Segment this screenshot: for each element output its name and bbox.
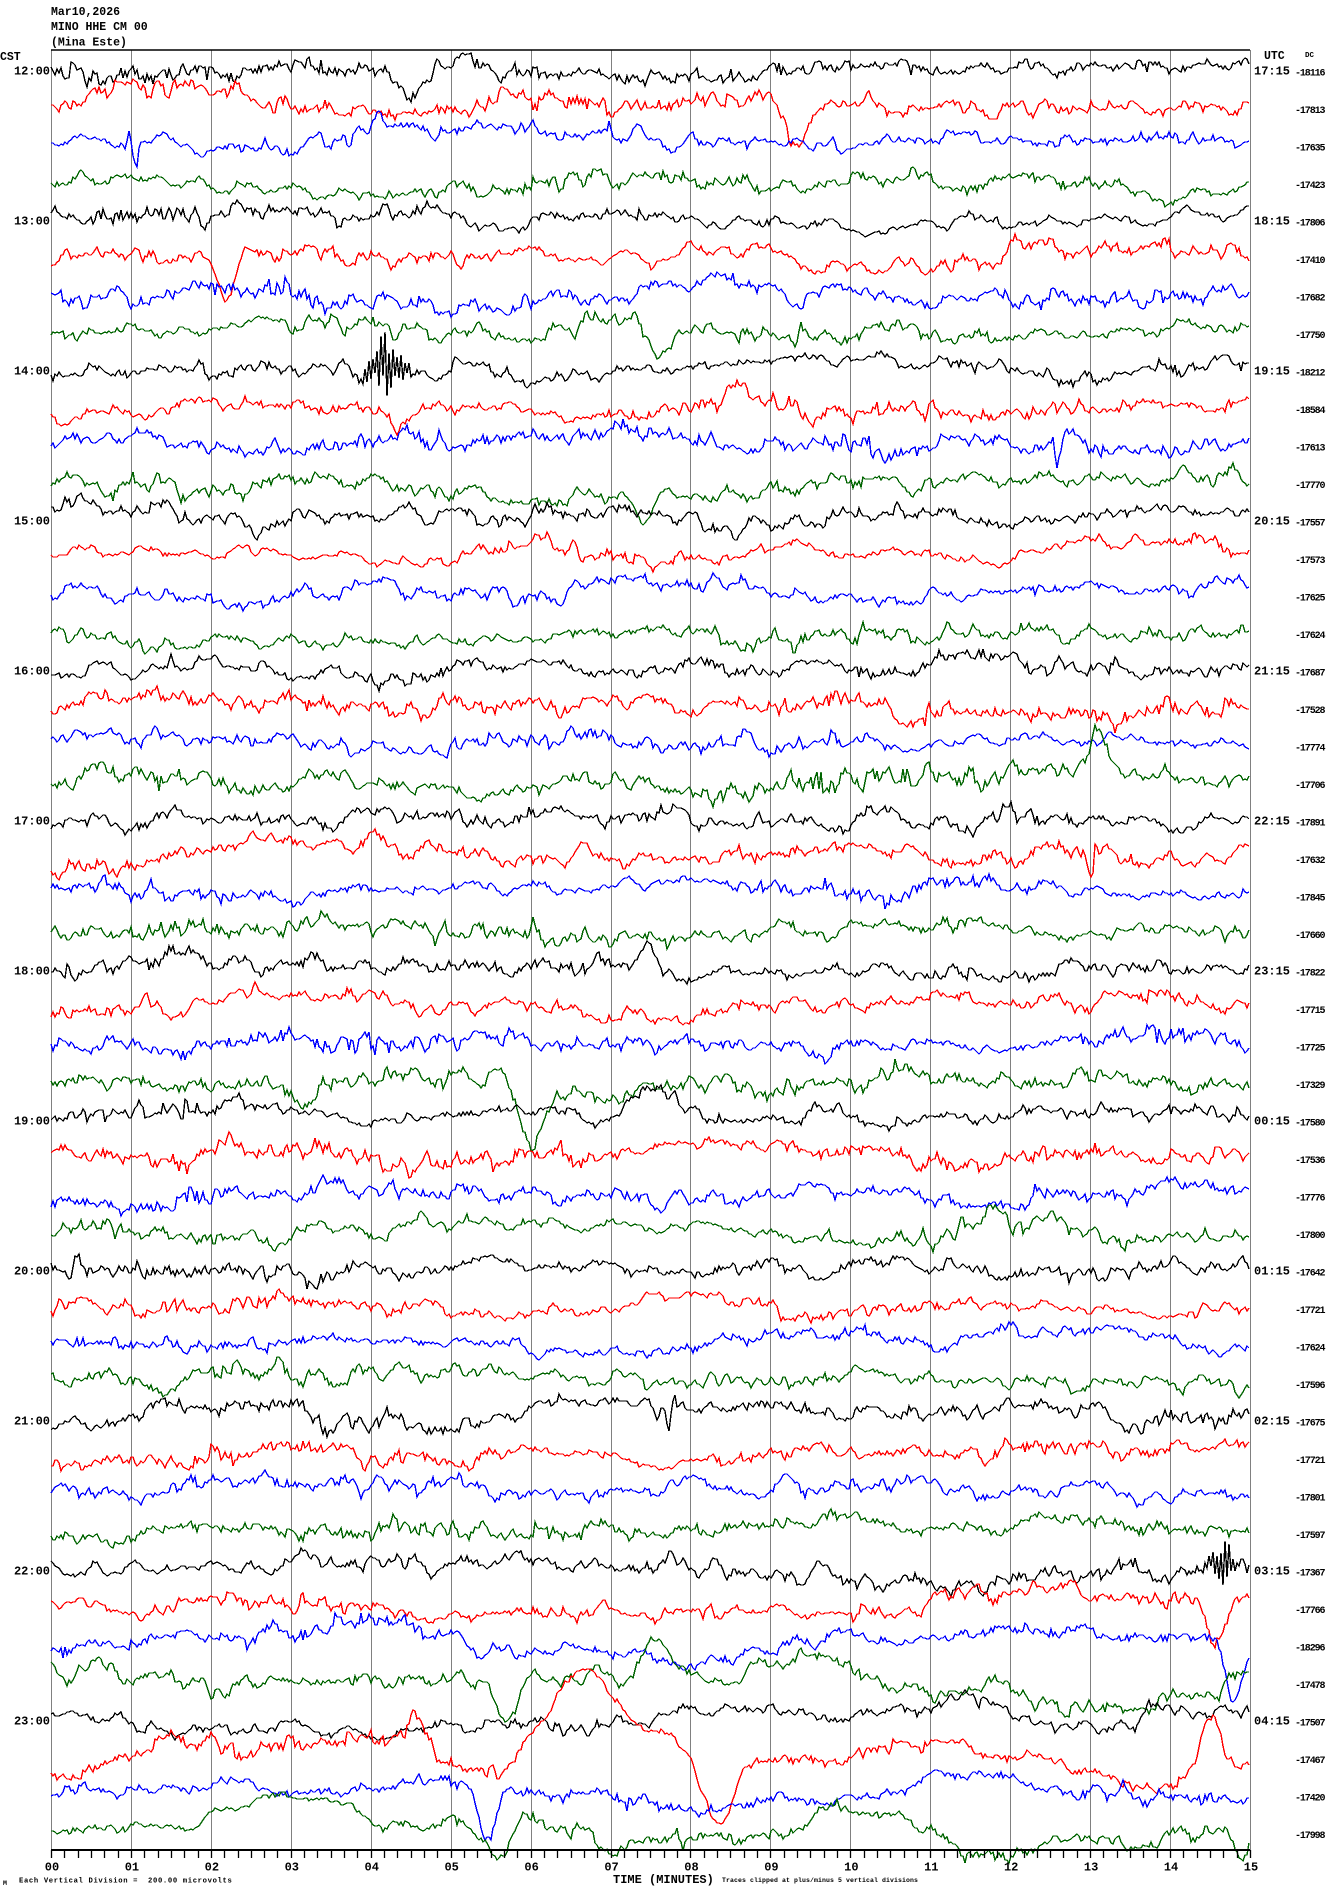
svg-text:01: 01 [125,1861,139,1875]
svg-text:-17770: -17770 [1295,481,1326,492]
svg-text:21:00: 21:00 [14,1414,50,1428]
svg-text:-17367: -17367 [1295,1568,1326,1579]
svg-text:-17329: -17329 [1295,1081,1326,1092]
svg-text:01:15: 01:15 [1254,1264,1290,1278]
svg-text:M: M [3,1880,7,1887]
svg-text:18:15: 18:15 [1254,214,1290,228]
svg-text:02:15: 02:15 [1254,1414,1290,1428]
svg-text:23:00: 23:00 [14,1714,50,1728]
svg-text:10: 10 [844,1861,858,1875]
svg-text:14: 14 [1164,1861,1178,1875]
svg-text:-17573: -17573 [1295,556,1326,567]
svg-text:-17750: -17750 [1295,331,1326,342]
svg-text:-17625: -17625 [1295,593,1326,604]
svg-text:-17467: -17467 [1295,1756,1326,1767]
svg-text:UTC: UTC [1264,50,1285,63]
svg-text:-17675: -17675 [1295,1418,1326,1429]
svg-text:-17845: -17845 [1295,893,1326,904]
svg-text:-17557: -17557 [1295,518,1326,529]
svg-text:-17725: -17725 [1295,1043,1326,1054]
svg-text:-18212: -18212 [1295,368,1326,379]
svg-text:-17721: -17721 [1295,1306,1326,1317]
svg-text:00:15: 00:15 [1254,1114,1290,1128]
svg-text:13:00: 13:00 [14,214,50,228]
svg-text:-18296: -18296 [1295,1643,1326,1654]
svg-text:-17660: -17660 [1295,931,1326,942]
svg-text:Each Vertical Division = 200.: Each Vertical Division = 200.00 microvol… [19,1878,232,1886]
svg-text:15:00: 15:00 [14,514,50,528]
svg-text:-17822: -17822 [1295,968,1326,979]
svg-text:09: 09 [764,1861,778,1875]
svg-text:-17800: -17800 [1295,1231,1326,1242]
svg-text:TIME (MINUTES): TIME (MINUTES) [613,1873,714,1887]
svg-text:02: 02 [205,1861,219,1875]
svg-text:17:15: 17:15 [1254,64,1290,78]
svg-text:DC: DC [1305,52,1315,60]
svg-text:00: 00 [45,1861,59,1875]
svg-text:04:15: 04:15 [1254,1714,1290,1728]
svg-text:05: 05 [444,1861,458,1875]
svg-text:-17507: -17507 [1295,1718,1326,1729]
svg-text:21:15: 21:15 [1254,664,1290,678]
svg-text:-17410: -17410 [1295,256,1326,267]
svg-text:04: 04 [365,1861,379,1875]
svg-text:12:00: 12:00 [14,64,50,78]
svg-text:15: 15 [1244,1861,1258,1875]
svg-text:22:15: 22:15 [1254,814,1290,828]
svg-text:-17423: -17423 [1295,181,1326,192]
svg-text:-17635: -17635 [1295,143,1326,154]
svg-text:20:00: 20:00 [14,1264,50,1278]
svg-text:12: 12 [1004,1861,1018,1875]
svg-text:-17715: -17715 [1295,1006,1326,1017]
svg-text:-17776: -17776 [1295,1193,1326,1204]
svg-text:22:00: 22:00 [14,1564,50,1578]
svg-text:13: 13 [1084,1861,1098,1875]
svg-text:-17624: -17624 [1295,631,1326,642]
svg-text:Traces clipped at plus/minus 5: Traces clipped at plus/minus 5 vertical … [722,1877,918,1884]
svg-text:-18584: -18584 [1295,406,1326,417]
svg-text:-18116: -18116 [1295,68,1326,79]
svg-text:-17891: -17891 [1295,818,1326,829]
svg-text:-17682: -17682 [1295,293,1326,304]
svg-text:17:00: 17:00 [14,814,50,828]
svg-text:-17536: -17536 [1295,1156,1326,1167]
svg-text:-17774: -17774 [1295,743,1326,754]
svg-text:-17998: -17998 [1295,1831,1326,1842]
svg-text:06: 06 [524,1861,538,1875]
svg-text:-17580: -17580 [1295,1118,1326,1129]
svg-text:-17706: -17706 [1295,781,1326,792]
svg-text:23:15: 23:15 [1254,964,1290,978]
svg-text:08: 08 [684,1861,698,1875]
svg-text:-17632: -17632 [1295,856,1326,867]
svg-text:-17624: -17624 [1295,1343,1326,1354]
svg-text:-17528: -17528 [1295,706,1326,717]
svg-text:14:00: 14:00 [14,364,50,378]
svg-text:11: 11 [924,1861,938,1875]
svg-text:Mar10,2026: Mar10,2026 [51,6,120,19]
svg-text:-17642: -17642 [1295,1268,1326,1279]
svg-text:-17478: -17478 [1295,1681,1326,1692]
svg-text:-17597: -17597 [1295,1531,1326,1542]
svg-text:-17613: -17613 [1295,443,1326,454]
svg-text:MINO HHE CM 00: MINO HHE CM 00 [51,21,148,34]
svg-text:-17806: -17806 [1295,218,1326,229]
svg-text:16:00: 16:00 [14,664,50,678]
svg-text:-17596: -17596 [1295,1381,1326,1392]
svg-text:CST: CST [0,51,21,64]
svg-text:03:15: 03:15 [1254,1564,1290,1578]
svg-text:20:15: 20:15 [1254,514,1290,528]
svg-text:-17766: -17766 [1295,1606,1326,1617]
svg-text:-17801: -17801 [1295,1493,1326,1504]
svg-text:07: 07 [604,1861,618,1875]
svg-text:-17721: -17721 [1295,1456,1326,1467]
svg-text:19:00: 19:00 [14,1114,50,1128]
svg-text:(Mina Este): (Mina Este) [51,37,127,50]
svg-text:03: 03 [285,1861,299,1875]
svg-text:-17813: -17813 [1295,106,1326,117]
svg-text:-17420: -17420 [1295,1793,1326,1804]
svg-text:19:15: 19:15 [1254,364,1290,378]
svg-text:18:00: 18:00 [14,964,50,978]
svg-text:-17687: -17687 [1295,668,1326,679]
